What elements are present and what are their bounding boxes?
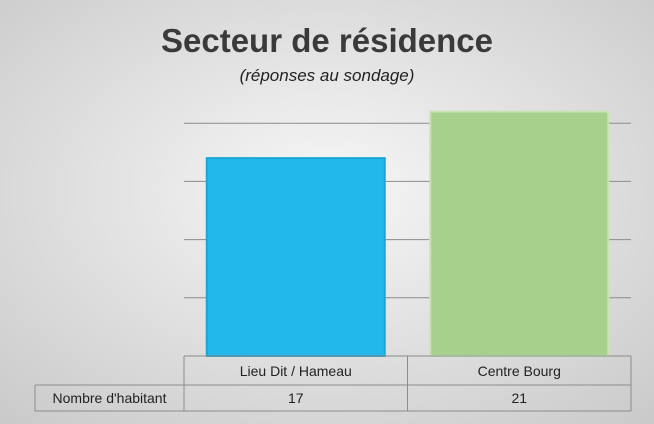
- bar-1: [205, 157, 386, 357]
- series-label: Nombre d'habitant: [53, 390, 167, 406]
- category-label: Lieu Dit / Hameau: [240, 363, 352, 379]
- data-value-label: 21: [511, 390, 527, 406]
- category-label: Centre Bourg: [478, 363, 561, 379]
- data-table: Lieu Dit / Hameau Centre Bourg Nombre d'ha…: [34, 355, 632, 412]
- bar-2: [429, 110, 610, 357]
- chart-subtitle: (réponses au sondage): [240, 66, 415, 85]
- chart-title: Secteur de résidence: [161, 22, 493, 59]
- data-value-label: 17: [288, 390, 304, 406]
